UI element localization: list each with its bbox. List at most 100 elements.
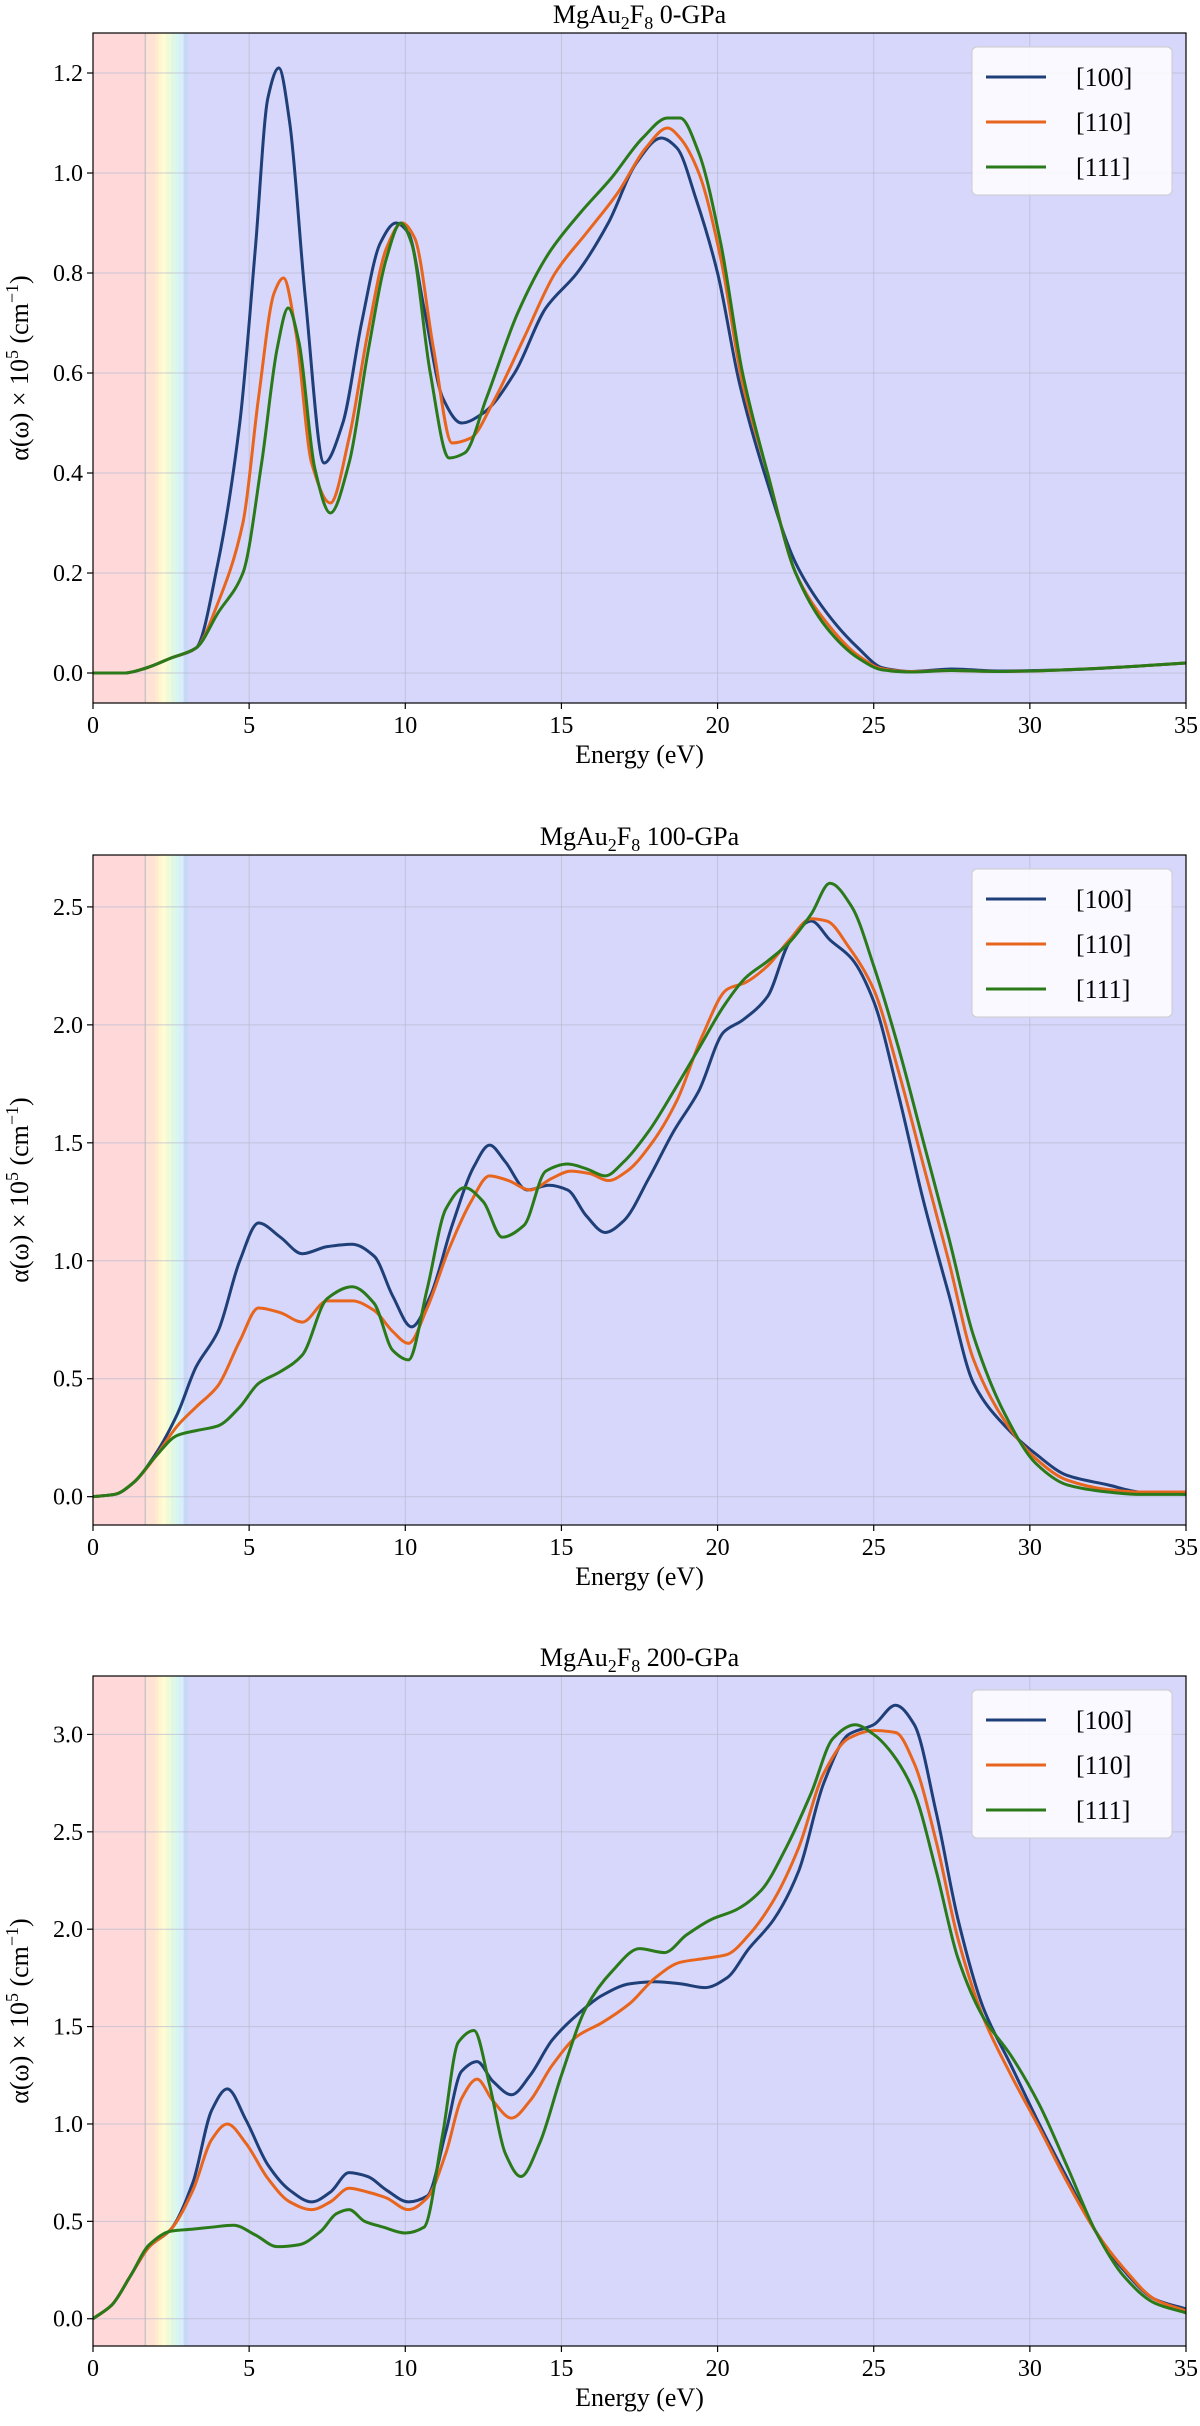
title-part: 0-GPa — [653, 0, 726, 29]
ylabel-superscript: −1 — [2, 1927, 22, 1946]
title-part: F — [617, 822, 631, 851]
legend-label: [110] — [1076, 108, 1131, 137]
series-line-111 — [93, 116, 1186, 675]
spectrum-band — [171, 33, 177, 703]
y-tick-label: 0.4 — [53, 461, 83, 487]
ylabel-superscript: −1 — [2, 1106, 22, 1125]
axes-frame — [92, 32, 1187, 704]
y-tick-label: 0.5 — [53, 1367, 83, 1393]
series-line-110 — [93, 126, 1186, 675]
legend-label: [111] — [1076, 975, 1130, 1004]
spectrum-band — [155, 1676, 160, 2346]
y-tick-label: 2.0 — [53, 1917, 83, 1943]
chart-title: MgAu2F8 100-GPa — [540, 822, 740, 855]
spectrum-band — [93, 33, 146, 703]
spectrum-band — [93, 1676, 146, 2346]
spectrum-band — [144, 1676, 147, 2346]
legend-label: [100] — [1076, 885, 1132, 914]
x-tick-label: 15 — [549, 2356, 573, 2382]
series-line-110 — [93, 1729, 1186, 2320]
x-tick-label: 20 — [706, 2356, 730, 2382]
x-tick-label: 35 — [1174, 2356, 1198, 2382]
spectrum-band — [178, 855, 185, 1525]
ylabel-superscript: 5 — [2, 350, 22, 359]
legend-label: [100] — [1076, 1706, 1132, 1735]
series-line-111 — [93, 1723, 1186, 2320]
series-line-100 — [93, 1703, 1186, 2320]
spectrum-band — [183, 1676, 189, 2346]
legend-label: [110] — [1076, 1751, 1131, 1780]
spectrum-band — [166, 855, 172, 1525]
ylabel-part: (cm — [5, 1125, 34, 1172]
legend: [100] [110] [111] — [971, 868, 1173, 1018]
spectrum-band — [158, 1676, 163, 2346]
x-tick-label: 15 — [549, 713, 573, 739]
spectrum-band — [175, 855, 180, 1525]
x-tick-label: 0 — [87, 2356, 99, 2382]
series-lines — [93, 881, 1186, 1499]
y-tick-label: 1.0 — [53, 161, 83, 187]
spectrum-band — [155, 855, 160, 1525]
spectrum-band — [146, 1676, 156, 2346]
spectrum-band — [175, 1676, 180, 2346]
ylabel-part: α(ω) × 10 — [5, 359, 34, 461]
x-tick-label: 5 — [243, 2356, 255, 2382]
chart-panel-100gpa: 0 5 10 15 20 25 30 35 0.0 0.5 1.0 1.5 2.0 2.5 MgAu2F8 … — [0, 808, 1200, 1616]
title-part: 200-GPa — [640, 1643, 739, 1672]
x-tick-label: 25 — [862, 713, 886, 739]
spectrum-band — [161, 33, 167, 703]
x-tick-label: 10 — [393, 713, 417, 739]
x-tick-label: 35 — [1174, 713, 1198, 739]
spectrum-band — [161, 1676, 167, 2346]
series-lines — [93, 1703, 1186, 2320]
title-part: F — [617, 1643, 631, 1672]
x-tick-label: 30 — [1018, 2356, 1042, 2382]
legend-box — [971, 868, 1173, 1018]
chart-panel-200gpa: 0 5 10 15 20 25 30 35 0.0 0.5 1.0 1.5 2.0 2.5 3.0 MgAu2… — [0, 1616, 1200, 2424]
spectrum-band — [146, 855, 156, 1525]
y-tick-label: 0.8 — [53, 261, 83, 287]
ylabel-part: (cm — [5, 303, 34, 350]
chart-0gpa: 0 5 10 15 20 25 30 350.00.20.40.60.81.01.2MgAu2… — [2, 0, 1198, 769]
spectrum-band — [171, 855, 177, 1525]
series-line-111 — [93, 881, 1186, 1499]
x-tick-label: 30 — [1018, 713, 1042, 739]
title-part: MgAu — [540, 1643, 608, 1672]
x-axis-label: Energy (eV) — [575, 740, 704, 769]
spectrum-band — [183, 33, 189, 703]
title-subscript: 2 — [608, 835, 617, 855]
spectrum-band — [158, 33, 163, 703]
x-tick-label: 20 — [706, 713, 730, 739]
ylabel-superscript: 5 — [2, 1172, 22, 1181]
x-axis-label: Energy (eV) — [575, 2383, 704, 2412]
title-subscript: 2 — [608, 1656, 617, 1676]
series-line-100 — [93, 66, 1186, 675]
x-tick-label: 25 — [862, 1535, 886, 1561]
legend-box — [971, 46, 1173, 196]
x-tick-label: 10 — [393, 2356, 417, 2382]
legend: [100] [110] [111] — [971, 1689, 1173, 1839]
spectrum-band — [161, 855, 167, 1525]
title-subscript: 2 — [621, 13, 630, 33]
y-tick-label: 1.0 — [53, 1249, 83, 1275]
y-tick-label: 1.2 — [53, 61, 83, 87]
y-tick-label: 2.0 — [53, 1013, 83, 1039]
y-tick-label: 0.5 — [53, 2209, 83, 2235]
spectrum-band — [166, 33, 172, 703]
x-axis-label: Energy (eV) — [575, 1562, 704, 1591]
spectrum-band — [171, 1676, 177, 2346]
x-tick-label: 5 — [243, 1535, 255, 1561]
y-tick-label: 1.5 — [53, 2015, 83, 2041]
x-tick-label: 20 — [706, 1535, 730, 1561]
chart-100gpa: 0 5 10 15 20 25 30 350.00.51.01.52.02.5MgAu2F8 … — [2, 822, 1198, 1591]
title-subscript: 8 — [631, 835, 640, 855]
x-tick-label: 0 — [87, 1535, 99, 1561]
spectrum-band — [183, 855, 189, 1525]
ylabel-superscript: 5 — [2, 1993, 22, 2002]
y-tick-label: 1.5 — [53, 1131, 83, 1157]
legend: [100] [110] [111] — [971, 46, 1173, 196]
spectrum-band — [155, 33, 160, 703]
x-tick-label: 15 — [549, 1535, 573, 1561]
legend-label: [110] — [1076, 930, 1131, 959]
y-tick-label: 0.6 — [53, 361, 83, 387]
